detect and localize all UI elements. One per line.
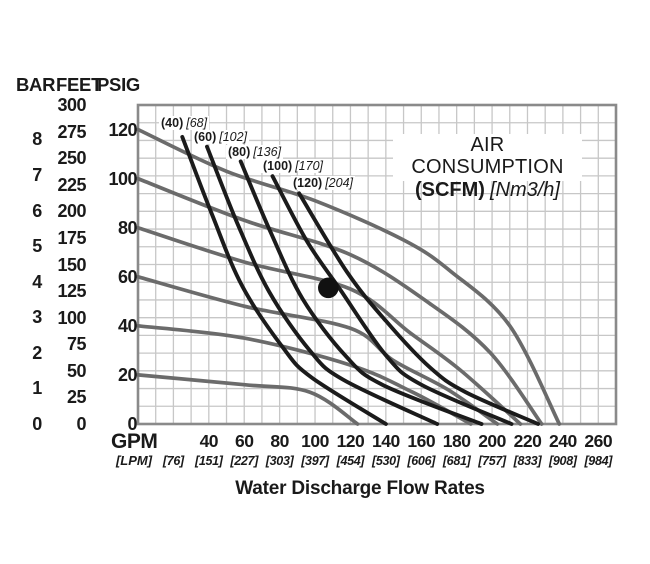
- x-axis-unit-gpm: GPM: [111, 430, 158, 453]
- gpm-tick-label: 120: [336, 431, 365, 451]
- psig-tick-label: 60: [117, 266, 138, 287]
- air-curve-label-nm3h: [136]: [253, 145, 282, 159]
- gpm-tick-label: 200: [478, 431, 506, 451]
- bar-tick-label: 1: [32, 378, 42, 399]
- x-axis-title: Water Discharge Flow Rates: [235, 478, 485, 499]
- air-curve-label-nm3h: [102]: [219, 130, 248, 144]
- x-axis-unit-lpm: [LPM]: [115, 453, 153, 468]
- scfm-unit-label: (SCFM): [414, 178, 485, 201]
- feet-tick-label: 175: [57, 227, 86, 248]
- gpm-tick-label: 80: [270, 431, 289, 451]
- lpm-tick-label: [984]: [584, 454, 613, 468]
- feet-tick-label: 250: [57, 148, 86, 169]
- gpm-tick-label: 140: [371, 431, 400, 451]
- air-curve-label-scfm: (60): [194, 130, 217, 144]
- air-curve-label: (80) [136]: [226, 145, 284, 159]
- bar-tick-label: 6: [32, 200, 42, 221]
- gpm-tick-label: 60: [234, 431, 254, 451]
- lpm-tick-label: [76]: [162, 454, 184, 468]
- bar-tick-label: 4: [32, 271, 42, 292]
- operating-point-dot: [318, 277, 339, 299]
- feet-tick-label: 200: [57, 201, 86, 222]
- air-curve-(40): [180, 134, 388, 426]
- chart-frame: [136, 103, 618, 426]
- feet-tick-label: 125: [57, 281, 86, 302]
- bar-tick-label: 2: [32, 342, 42, 363]
- air-curve-(80): [238, 159, 484, 426]
- air-curve-label: (60) [102]: [192, 130, 250, 144]
- psig-tick-label: 20: [117, 364, 138, 385]
- y-axis-header-bar: BAR: [16, 74, 56, 95]
- bar-tick-label: 7: [32, 164, 42, 185]
- air-curve-label-scfm: (40): [161, 116, 184, 130]
- y-axis-header-psig: PSIG: [96, 74, 140, 95]
- psig-tick-label: 100: [108, 168, 137, 189]
- nm3h-unit-label: [Nm3/h]: [489, 178, 560, 201]
- pump-curve-100psig: [136, 176, 544, 426]
- psig-tick-label: 80: [117, 217, 138, 238]
- pump-curve-60psig: [136, 274, 500, 426]
- air-curve-(60): [205, 144, 440, 426]
- feet-tick-label: 75: [66, 334, 87, 355]
- lpm-tick-label: [681]: [442, 454, 471, 468]
- feet-tick-label: 275: [57, 121, 86, 142]
- gpm-tick-label: 220: [513, 431, 542, 451]
- y-axis-header-feet: FEET: [56, 74, 103, 95]
- gpm-tick-label: 160: [407, 431, 436, 451]
- lpm-tick-label: [303]: [265, 454, 294, 468]
- feet-tick-label: 25: [66, 387, 87, 408]
- feet-tick-label: 0: [76, 414, 86, 434]
- gpm-tick-label: 180: [442, 431, 471, 451]
- lpm-tick-label: [757]: [478, 454, 506, 468]
- air-curve-(120): [297, 191, 541, 426]
- psig-tick-label: 0: [127, 414, 137, 434]
- feet-tick-label: 150: [57, 254, 86, 275]
- feet-tick-label: 50: [66, 360, 87, 381]
- lpm-tick-label: [833]: [513, 454, 542, 468]
- air-curve-label-nm3h: [68]: [186, 116, 208, 130]
- air-curve-(100): [270, 174, 514, 426]
- feet-tick-label: 100: [57, 307, 86, 328]
- bar-tick-label: 0: [32, 414, 42, 434]
- air-curve-label: (40) [68]: [159, 116, 210, 130]
- lpm-tick-label: [227]: [230, 454, 259, 468]
- air-curve-label-scfm: (120): [293, 176, 323, 190]
- pump-curve-40psig: [136, 323, 473, 426]
- bar-tick-label: 3: [32, 307, 42, 328]
- air-consumption-legend: AIR CONSUMPTION (SCFM) [Nm3/h]: [393, 134, 582, 201]
- lpm-tick-label: [530]: [372, 454, 400, 468]
- air-curve-label: (100) [170]: [261, 159, 325, 173]
- lpm-tick-label: [397]: [301, 454, 329, 468]
- gpm-tick-label: 40: [199, 431, 219, 451]
- air-curve-label-scfm: (80): [228, 145, 251, 159]
- feet-tick-label: 300: [57, 95, 86, 115]
- pump-curve-20psig: [136, 373, 360, 426]
- air-curve-label-nm3h: [204]: [325, 176, 353, 190]
- gpm-tick-label: 100: [301, 431, 329, 451]
- bar-tick-label: 5: [32, 236, 42, 257]
- lpm-tick-label: [454]: [336, 454, 365, 468]
- air-curve-label-scfm: (100): [263, 159, 293, 173]
- gpm-tick-label: 260: [584, 431, 613, 451]
- air-curve-label: (120) [204]: [291, 176, 355, 190]
- air-curve-label-nm3h: [170]: [295, 159, 323, 173]
- air-consumption-legend-units: (SCFM) [Nm3/h]: [393, 179, 582, 201]
- feet-tick-label: 225: [57, 174, 86, 195]
- psig-tick-label: 40: [117, 315, 138, 336]
- gpm-tick-label: 240: [549, 431, 577, 451]
- pump-curve-120psig: [136, 127, 562, 426]
- bar-tick-label: 8: [32, 129, 42, 150]
- lpm-tick-label: [151]: [194, 454, 223, 468]
- lpm-tick-label: [606]: [407, 454, 436, 468]
- psig-tick-label: 120: [108, 119, 137, 140]
- air-consumption-legend-title: AIR CONSUMPTION: [411, 134, 564, 179]
- lpm-tick-label: [908]: [549, 454, 577, 468]
